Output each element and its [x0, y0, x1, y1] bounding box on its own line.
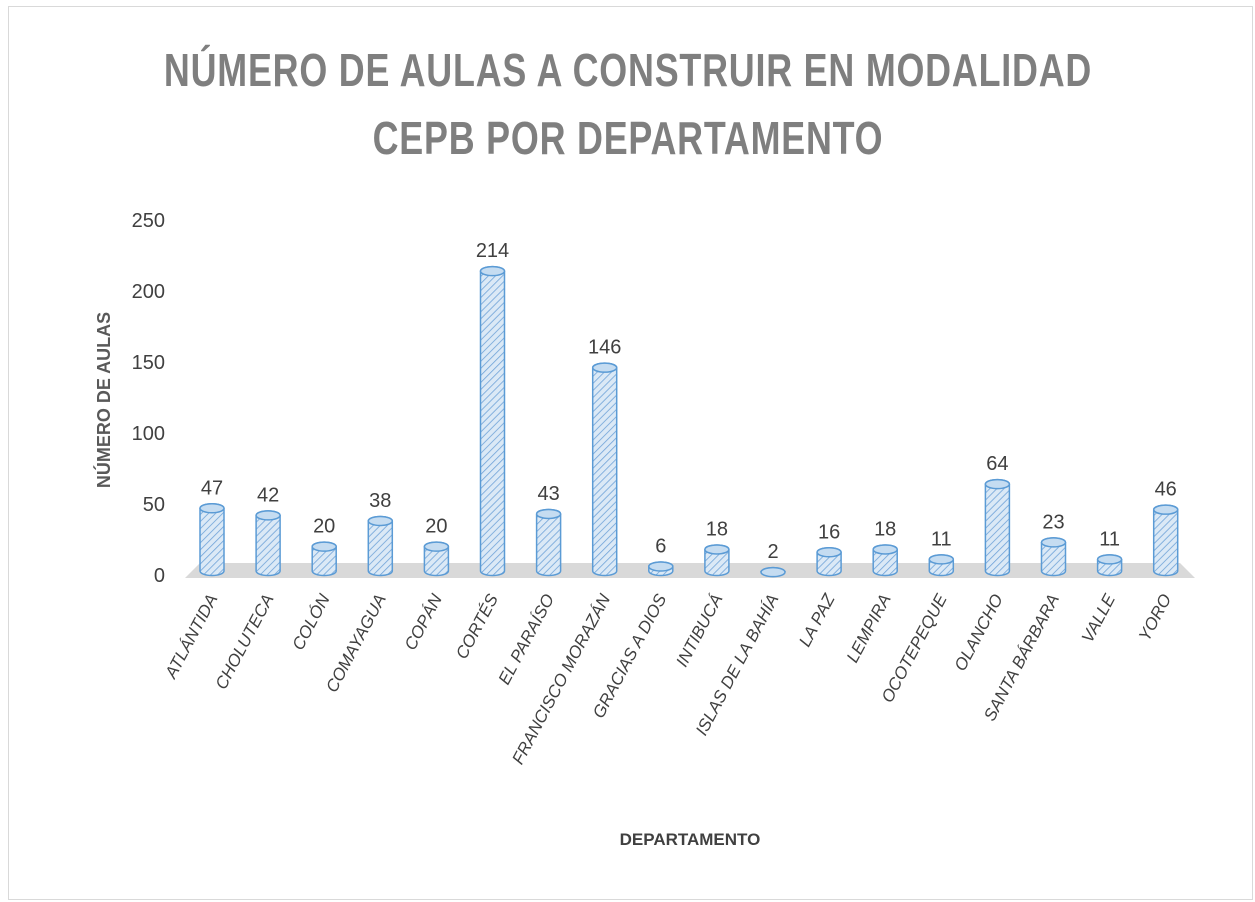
bar: [311, 541, 337, 577]
data-label: 11: [931, 528, 952, 550]
y-tick-label: 150: [132, 352, 165, 374]
data-label: 38: [369, 490, 391, 512]
data-label: 64: [986, 453, 1008, 475]
bar: [591, 362, 618, 577]
bar: [872, 544, 898, 577]
data-label: 146: [588, 337, 621, 359]
bar: [1096, 554, 1123, 577]
bar-body: [1152, 504, 1179, 577]
bar-top: [816, 547, 842, 558]
x-tick-label: CHOLUTECA: [212, 591, 278, 693]
bar-top: [984, 478, 1011, 490]
bar: [816, 547, 842, 577]
bar: [984, 478, 1011, 577]
x-tick-label: COMAYAGUA: [322, 591, 390, 696]
y-tick-label: 50: [143, 494, 165, 516]
bar: [928, 554, 955, 577]
data-label: 47: [201, 477, 223, 499]
bar-top: [648, 561, 674, 572]
bar-top: [367, 515, 394, 527]
bar-top: [1040, 537, 1067, 548]
bar-body: [984, 478, 1011, 577]
bar: [760, 566, 786, 578]
bar-body: [479, 265, 506, 577]
bar: [199, 503, 225, 577]
x-tick-label: LA PAZ: [795, 590, 839, 650]
bar-body: [591, 362, 618, 577]
data-label: 11: [1099, 528, 1120, 550]
x-tick-label: VALLE: [1078, 590, 1119, 645]
bar-top: [423, 541, 450, 552]
x-axis-title: DEPARTAMENTO: [620, 830, 761, 849]
chart-title: NÚMERO DE AULAS A CONSTRUIR EN MODALIDAD…: [163, 44, 1093, 164]
x-tick-label: COLÓN: [289, 590, 334, 653]
bar: [479, 265, 506, 577]
data-label: 20: [313, 516, 335, 538]
bar-top: [311, 541, 337, 552]
data-label: 20: [425, 516, 447, 538]
bar-body: [535, 508, 562, 577]
bar: [255, 510, 281, 577]
y-tick-label: 0: [154, 565, 165, 587]
data-label: 18: [706, 518, 728, 540]
x-tick-label: YORO: [1135, 591, 1175, 644]
bar: [423, 541, 450, 577]
bar-top: [1152, 504, 1179, 515]
data-label: 43: [537, 483, 559, 505]
data-label: 46: [1155, 479, 1177, 501]
bar-top: [199, 503, 225, 514]
x-tick-label: EL PARAÍSO: [495, 591, 559, 688]
x-tick-label: FRANCISCO MORAZÁN: [508, 590, 614, 767]
bar-top: [928, 554, 955, 565]
bar-top: [535, 508, 562, 520]
data-label: 23: [1042, 511, 1064, 533]
bar: [367, 515, 394, 577]
bar-top: [1096, 554, 1123, 565]
bar-body: [199, 503, 225, 577]
y-tick-label: 250: [132, 210, 165, 232]
data-label: 18: [874, 518, 896, 540]
bar-top: [704, 544, 730, 555]
data-label: 214: [476, 240, 509, 262]
y-tick-label: 200: [132, 281, 165, 303]
bar: [1040, 537, 1067, 577]
x-tick-label: INTIBUCÁ: [672, 591, 726, 670]
x-tick-label: LEMPIRA: [843, 591, 895, 666]
bar: [648, 561, 674, 577]
bar-top: [479, 265, 506, 277]
y-tick-label: 100: [132, 423, 165, 445]
x-tick-label: OLANCHO: [951, 591, 1007, 674]
bar: [704, 544, 730, 577]
x-tick-label: ATLÁNTIDA: [161, 591, 222, 682]
bar-top: [591, 362, 618, 373]
x-tick-label: COPÁN: [401, 590, 446, 653]
data-label: 42: [257, 484, 279, 506]
x-tick-label: CORTÉS: [452, 590, 502, 662]
bar-top: [760, 566, 786, 578]
data-label: 2: [767, 541, 778, 563]
bar: [535, 508, 562, 577]
data-label: 16: [818, 521, 840, 543]
bar-top: [872, 544, 898, 555]
y-axis-title: NÚMERO DE AULAS: [93, 312, 114, 488]
bar: [1152, 504, 1179, 577]
bar-top: [255, 510, 281, 521]
data-label: 6: [655, 535, 666, 557]
chart-frame: [8, 6, 1253, 900]
